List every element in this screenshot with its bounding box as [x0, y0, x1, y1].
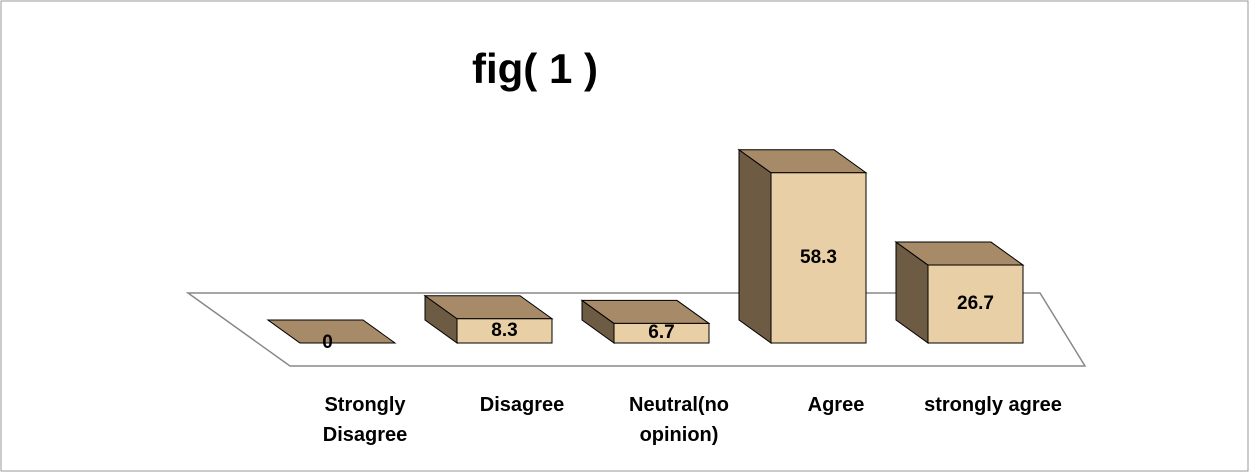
bar: 26.7 — [894, 241, 1025, 344]
x-tick-label: Disagree — [479, 394, 565, 416]
chart-title: fig( 1 ) — [472, 45, 598, 92]
bar-top — [266, 319, 397, 344]
data-label: 6.7 — [648, 322, 674, 343]
bar-front — [456, 318, 553, 344]
data-label: 26.7 — [957, 293, 994, 314]
x-tick-label: strongly agree — [924, 394, 1062, 416]
x-tick-label: Agree — [807, 394, 865, 416]
bar: 6.7 — [580, 299, 711, 344]
bar: 0 — [266, 319, 397, 353]
bar-front — [927, 264, 1024, 344]
bar-front — [613, 322, 710, 344]
data-label: 8.3 — [491, 320, 517, 341]
data-label: 0 — [322, 332, 333, 353]
data-label: 58.3 — [800, 247, 837, 268]
bar: 8.3 — [423, 294, 554, 344]
bar-side — [738, 148, 772, 344]
bar: 58.3 — [737, 148, 868, 344]
x-tick-label: Neutral(no opinion) — [629, 394, 729, 446]
x-tick-label: Strongly Disagree — [322, 394, 408, 446]
bar-front — [770, 172, 867, 344]
